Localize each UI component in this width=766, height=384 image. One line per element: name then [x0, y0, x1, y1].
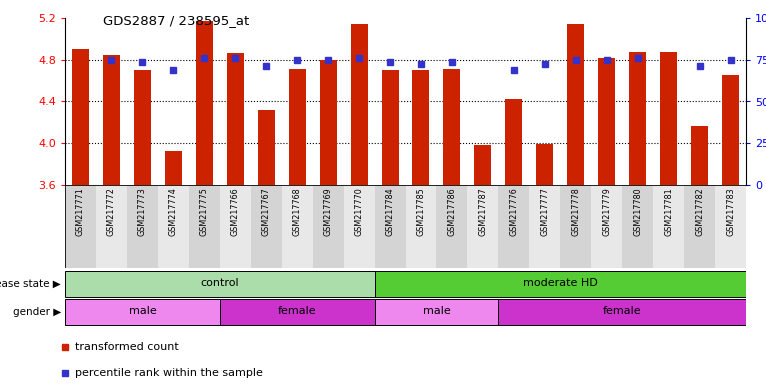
Bar	[653, 185, 684, 268]
Bar	[560, 185, 591, 268]
Bar	[319, 60, 336, 185]
Text: male: male	[129, 306, 156, 316]
Text: female: female	[278, 306, 316, 316]
Text: GSM217787: GSM217787	[479, 187, 487, 236]
Bar	[375, 300, 499, 324]
Bar	[381, 70, 398, 185]
Text: GSM217767: GSM217767	[262, 187, 270, 236]
Bar	[499, 185, 529, 268]
Text: percentile rank within the sample: percentile rank within the sample	[75, 367, 263, 377]
Bar	[188, 185, 220, 268]
Text: moderate HD: moderate HD	[523, 278, 597, 288]
Bar	[691, 126, 708, 185]
Bar	[375, 185, 405, 268]
Bar	[351, 24, 368, 185]
Bar	[65, 185, 96, 268]
Text: GSM217782: GSM217782	[695, 187, 704, 236]
Text: GSM217780: GSM217780	[633, 187, 642, 236]
Text: GSM217771: GSM217771	[76, 187, 85, 236]
Bar	[72, 49, 89, 185]
Bar	[405, 185, 437, 268]
Text: GSM217773: GSM217773	[138, 187, 147, 236]
Text: disease state ▶: disease state ▶	[0, 279, 61, 289]
Text: GSM217775: GSM217775	[200, 187, 209, 237]
Bar	[412, 70, 430, 185]
Bar	[622, 185, 653, 268]
Bar	[65, 271, 375, 296]
Bar	[474, 145, 492, 185]
Text: control: control	[201, 278, 239, 288]
Bar	[134, 70, 151, 185]
Text: GSM217785: GSM217785	[417, 187, 425, 236]
Text: GSM217774: GSM217774	[169, 187, 178, 236]
Text: gender ▶: gender ▶	[13, 307, 61, 317]
Bar	[499, 300, 746, 324]
Bar	[165, 151, 182, 185]
Bar	[660, 53, 677, 185]
Text: GDS2887 / 238595_at: GDS2887 / 238595_at	[103, 14, 250, 27]
Text: GSM217769: GSM217769	[323, 187, 332, 236]
Text: GSM217784: GSM217784	[385, 187, 394, 236]
Text: GSM217772: GSM217772	[107, 187, 116, 237]
Text: GSM217783: GSM217783	[726, 187, 735, 236]
Bar	[529, 185, 560, 268]
Text: female: female	[603, 306, 641, 316]
Bar	[103, 55, 120, 185]
Bar	[375, 271, 746, 296]
Text: GSM217778: GSM217778	[571, 187, 581, 236]
Bar	[282, 185, 313, 268]
Bar	[220, 185, 250, 268]
Bar	[196, 21, 213, 185]
Text: GSM217770: GSM217770	[355, 187, 364, 236]
Bar	[344, 185, 375, 268]
Bar	[715, 185, 746, 268]
Bar	[591, 185, 622, 268]
Bar	[598, 58, 615, 185]
Bar	[158, 185, 188, 268]
Text: male: male	[423, 306, 450, 316]
Bar	[227, 53, 244, 185]
Text: GSM217781: GSM217781	[664, 187, 673, 236]
Bar	[506, 99, 522, 185]
Bar	[96, 185, 127, 268]
Bar	[437, 185, 467, 268]
Bar	[684, 185, 715, 268]
Bar	[289, 69, 306, 185]
Bar	[313, 185, 344, 268]
Bar	[722, 75, 739, 185]
Text: transformed count: transformed count	[75, 341, 178, 352]
Bar	[65, 300, 220, 324]
Bar	[257, 110, 275, 185]
Bar	[127, 185, 158, 268]
Text: GSM217777: GSM217777	[540, 187, 549, 237]
Bar	[536, 144, 553, 185]
Text: GSM217786: GSM217786	[447, 187, 457, 236]
Bar	[467, 185, 499, 268]
Bar	[629, 53, 647, 185]
Bar	[220, 300, 375, 324]
Text: GSM217766: GSM217766	[231, 187, 240, 236]
Text: GSM217776: GSM217776	[509, 187, 519, 236]
Text: GSM217768: GSM217768	[293, 187, 302, 236]
Bar	[444, 69, 460, 185]
Bar	[250, 185, 282, 268]
Bar	[568, 24, 584, 185]
Text: GSM217779: GSM217779	[602, 187, 611, 237]
